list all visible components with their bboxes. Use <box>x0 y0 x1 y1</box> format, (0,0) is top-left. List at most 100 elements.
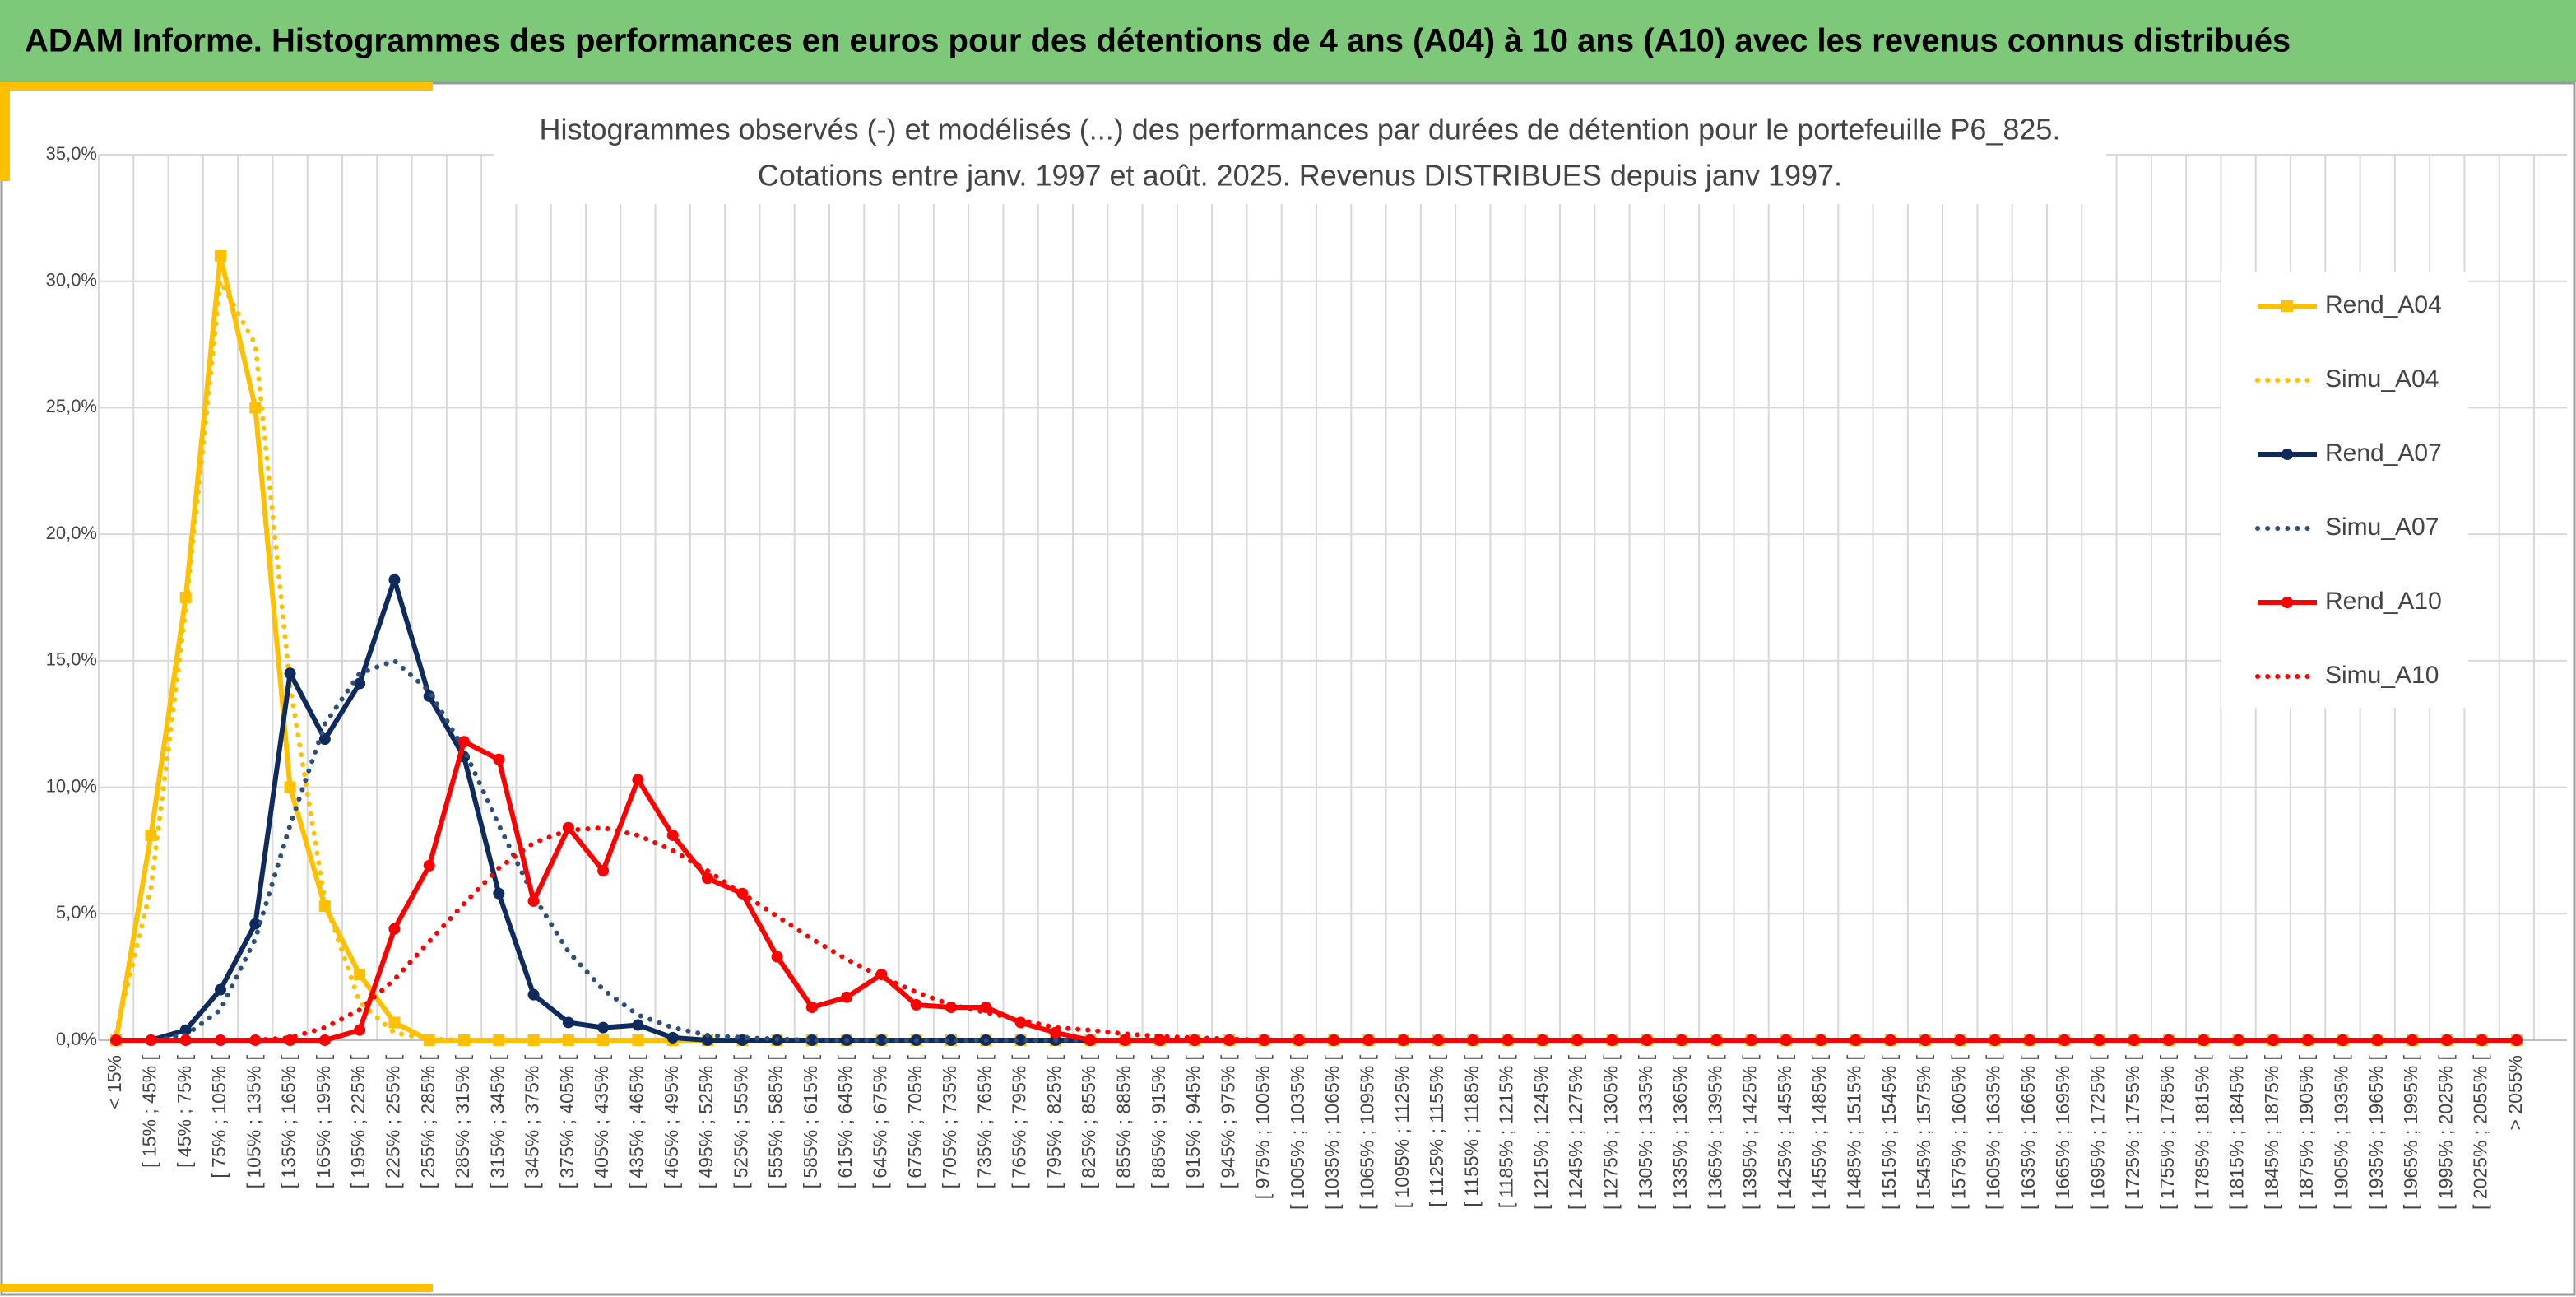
marker <box>318 900 331 913</box>
marker <box>493 753 505 765</box>
x-tick-label: [ 1455% ; 1485% [ <box>1808 1054 1830 1210</box>
x-tick-label: [ 615% ; 645% [ <box>834 1054 856 1188</box>
x-tick-label: [ 1305% ; 1335% [ <box>1635 1054 1656 1210</box>
x-tick-label: [ 1905% ; 1935% [ <box>2331 1054 2352 1210</box>
marker <box>1014 1034 1027 1046</box>
marker <box>1328 1034 1340 1046</box>
legend-box <box>2221 272 2468 708</box>
marker <box>702 872 713 885</box>
accent <box>0 1284 433 1292</box>
marker <box>527 895 540 907</box>
marker <box>945 1002 957 1014</box>
x-tick-label: [ 135% ; 165% [ <box>278 1054 299 1188</box>
x-tick-label: [ 1875% ; 1905% [ <box>2295 1054 2317 1210</box>
x-tick-label: [ 1335% ; 1365% [ <box>1669 1054 1691 1210</box>
x-tick-label: [ 1575% ; 1605% [ <box>1947 1054 1969 1210</box>
x-tick-label: [ 1485% ; 1515% [ <box>1844 1054 1865 1210</box>
legend-marker <box>2281 597 2293 608</box>
x-tick-label: [ 405% ; 435% [ <box>591 1054 612 1188</box>
x-tick-label: [ 735% ; 765% [ <box>973 1054 995 1188</box>
x-tick-label: [ 165% ; 195% [ <box>313 1054 334 1188</box>
x-tick-label: [ 1005% ; 1035% [ <box>1287 1054 1308 1210</box>
legend-label: Rend_A07 <box>2325 439 2442 467</box>
x-tick-label: [ 1215% ; 1245% [ <box>1530 1054 1552 1210</box>
chart-title: Histogrammes observés (-) et modélisés (… <box>540 113 2061 146</box>
x-tick-label: [ 795% ; 825% [ <box>1043 1054 1065 1188</box>
x-tick-label: [ 1395% ; 1425% [ <box>1739 1054 1761 1210</box>
marker <box>597 1021 610 1034</box>
legend-label: Rend_A04 <box>2325 291 2442 318</box>
marker <box>354 677 366 690</box>
marker <box>1676 1034 1687 1046</box>
x-tick-label: [ 1725% ; 1755% [ <box>2122 1054 2143 1210</box>
x-tick-label: [ 765% ; 795% [ <box>1009 1054 1030 1188</box>
marker <box>179 1024 192 1036</box>
marker <box>945 1034 957 1046</box>
marker <box>249 402 262 414</box>
marker <box>1954 1034 1966 1046</box>
marker <box>597 1034 610 1046</box>
marker <box>388 923 401 935</box>
y-tick-label: 10,0% <box>46 775 97 796</box>
x-tick-label: [ 1815% ; 1845% [ <box>2226 1054 2248 1210</box>
x-tick-label: [ 675% ; 705% [ <box>904 1054 926 1188</box>
y-tick-label: 25,0% <box>46 396 97 416</box>
x-tick-label: [ 1605% ; 1635% [ <box>1983 1054 2004 1210</box>
marker <box>841 991 853 1003</box>
marker <box>1536 1034 1548 1046</box>
x-tick-label: [ 255% ; 285% [ <box>417 1054 439 1188</box>
marker <box>493 887 505 900</box>
x-tick-label: [ 1095% ; 1125% [ <box>1391 1054 1413 1208</box>
x-tick-label: [ 285% ; 315% [ <box>452 1054 473 1188</box>
x-tick-label: [ 975% ; 1005% [ <box>1252 1054 1274 1199</box>
marker <box>1467 1034 1479 1046</box>
x-tick-label: [ 585% ; 615% [ <box>800 1054 821 1188</box>
marker <box>458 1034 470 1046</box>
marker <box>354 1024 366 1036</box>
x-tick-label: [ 885% ; 915% [ <box>1148 1054 1169 1188</box>
marker <box>875 969 888 981</box>
marker <box>562 1016 574 1029</box>
x-tick-label: [ 1665% ; 1695% [ <box>2052 1054 2073 1210</box>
x-tick-label: [ 195% ; 225% [ <box>347 1054 369 1188</box>
y-tick-label: 20,0% <box>46 523 97 543</box>
x-tick-label: [ 555% ; 585% [ <box>765 1054 787 1188</box>
x-tick-label: [ 45% ; 75% [ <box>174 1054 195 1167</box>
legend-label: Simu_A10 <box>2325 662 2439 689</box>
marker <box>2093 1034 2105 1046</box>
marker <box>805 1002 818 1014</box>
x-tick-label: [ 1515% ; 1545% [ <box>1878 1054 1900 1210</box>
marker <box>2371 1034 2383 1046</box>
x-tick-label: [ 435% ; 465% [ <box>626 1054 647 1188</box>
x-tick-label: [ 2025% ; 2055% [ <box>2470 1054 2491 1210</box>
y-tick-label: 35,0% <box>46 143 97 164</box>
marker <box>2163 1034 2175 1046</box>
marker <box>2023 1034 2035 1046</box>
x-tick-label: [ 315% ; 345% [ <box>486 1054 508 1188</box>
accent <box>0 82 433 91</box>
x-tick-label: [ 855% ; 885% [ <box>1113 1054 1135 1188</box>
chart-frame <box>0 81 2576 1296</box>
marker <box>458 736 470 748</box>
marker <box>666 1031 679 1044</box>
x-tick-label: [ 1545% ; 1575% [ <box>1913 1054 1934 1210</box>
marker <box>805 1034 818 1046</box>
y-tick-label: 5,0% <box>56 902 97 923</box>
marker <box>318 733 331 746</box>
marker <box>2510 1034 2523 1046</box>
marker <box>771 951 783 963</box>
marker <box>1084 1034 1097 1046</box>
marker <box>284 781 296 793</box>
x-tick-label: [ 375% ; 405% [ <box>556 1054 578 1188</box>
x-tick-label: [ 525% ; 555% [ <box>730 1054 751 1188</box>
x-tick-label: [ 705% ; 735% [ <box>939 1054 960 1188</box>
x-tick-label: [ 105% ; 135% [ <box>243 1054 264 1188</box>
x-tick-label: [ 1965% ; 1995% [ <box>2400 1054 2421 1210</box>
marker <box>1397 1034 1409 1046</box>
marker <box>1745 1034 1757 1046</box>
marker <box>284 667 296 680</box>
marker <box>1884 1034 1896 1046</box>
x-tick-label: [ 825% ; 855% [ <box>1078 1054 1099 1188</box>
x-tick-label: [ 1155% ; 1185% [ <box>1460 1054 1482 1206</box>
